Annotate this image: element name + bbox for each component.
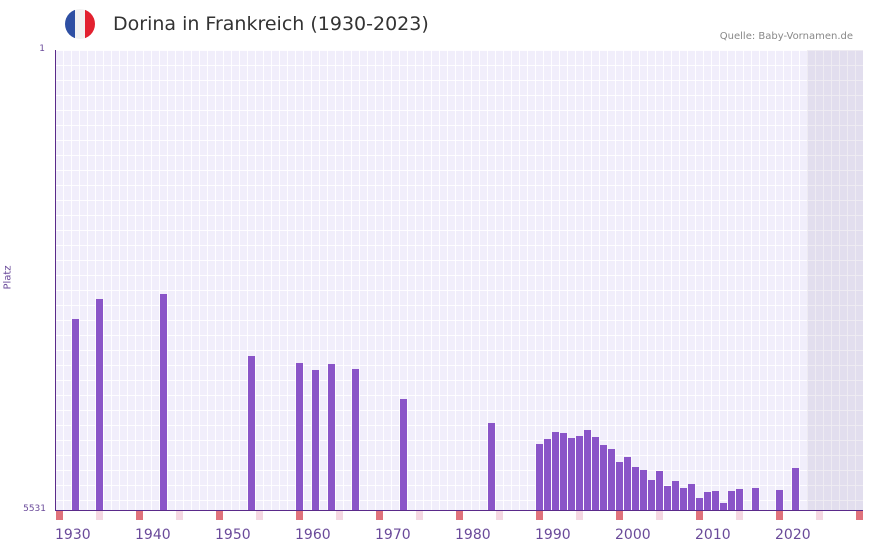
x-tick-2010: 2010 (695, 527, 731, 543)
year-marker (456, 511, 463, 520)
year-marker (376, 511, 383, 520)
bar-1943[interactable] (160, 294, 167, 510)
bar-2005[interactable] (656, 471, 663, 510)
x-tick-1950: 1950 (215, 527, 251, 543)
bar-2012[interactable] (712, 491, 719, 510)
year-marker (176, 511, 183, 520)
bar-2009[interactable] (688, 484, 695, 510)
year-marker (776, 511, 783, 520)
bar-2011[interactable] (704, 492, 711, 510)
year-marker (536, 511, 543, 520)
y-axis-title: Platz (2, 265, 14, 290)
bar-2000[interactable] (616, 462, 623, 510)
year-marker (336, 511, 343, 520)
bar-2013[interactable] (720, 503, 727, 510)
bar-1935[interactable] (96, 299, 103, 510)
plot-area (55, 50, 863, 510)
x-axis (55, 510, 863, 511)
bar-2008[interactable] (680, 488, 687, 510)
bar-1995[interactable] (576, 436, 583, 510)
bar-1994[interactable] (568, 438, 575, 510)
x-tick-1970: 1970 (375, 527, 411, 543)
year-marker (136, 511, 143, 520)
bar-1973[interactable] (400, 399, 407, 510)
y-tick-top: 1 (39, 44, 45, 54)
y-tick-bottom: 5531 (23, 504, 46, 514)
x-tick-1960: 1960 (295, 527, 331, 543)
bar-1998[interactable] (600, 445, 607, 510)
year-marker (296, 511, 303, 520)
year-marker (56, 511, 63, 520)
x-tick-1990: 1990 (535, 527, 571, 543)
bar-2020[interactable] (776, 490, 783, 510)
bar-1993[interactable] (560, 433, 567, 510)
year-marker (736, 511, 743, 520)
bar-2004[interactable] (648, 480, 655, 510)
bar-1997[interactable] (592, 437, 599, 510)
bar-2014[interactable] (728, 491, 735, 510)
x-tick-2000: 2000 (615, 527, 651, 543)
bar-1984[interactable] (488, 423, 495, 510)
year-marker (256, 511, 263, 520)
x-tick-1980: 1980 (455, 527, 491, 543)
bar-2002[interactable] (632, 467, 639, 510)
bar-1962[interactable] (312, 370, 319, 510)
bar-2015[interactable] (736, 489, 743, 510)
bar-1967[interactable] (352, 369, 359, 510)
bar-2001[interactable] (624, 457, 631, 510)
x-tick-1930: 1930 (55, 527, 91, 543)
chart-title: Dorina in Frankreich (1930-2023) (113, 13, 429, 35)
bar-2006[interactable] (664, 486, 671, 510)
year-marker (616, 511, 623, 520)
bar-2022[interactable] (792, 468, 799, 510)
bar-1991[interactable] (544, 439, 551, 510)
bar-1954[interactable] (248, 356, 255, 510)
source-label: Quelle: Baby-Vornamen.de (719, 31, 853, 42)
bar-2003[interactable] (640, 470, 647, 510)
bar-2010[interactable] (696, 498, 703, 510)
bar-2017[interactable] (752, 488, 759, 510)
year-marker (856, 511, 863, 520)
bar-1932[interactable] (72, 319, 79, 510)
bar-1992[interactable] (552, 432, 559, 510)
bar-1964[interactable] (328, 364, 335, 510)
year-marker (416, 511, 423, 520)
y-axis (55, 50, 56, 511)
year-marker (576, 511, 583, 520)
bar-1990[interactable] (536, 444, 543, 510)
year-marker (816, 511, 823, 520)
bar-2007[interactable] (672, 481, 679, 510)
year-marker (216, 511, 223, 520)
france-flag-icon (65, 9, 95, 39)
x-tick-2020: 2020 (775, 527, 811, 543)
year-marker (496, 511, 503, 520)
year-marker (96, 511, 103, 520)
future-region (807, 50, 863, 510)
bar-1999[interactable] (608, 449, 615, 510)
year-marker (696, 511, 703, 520)
bar-1996[interactable] (584, 430, 591, 510)
x-tick-1940: 1940 (135, 527, 171, 543)
bar-1960[interactable] (296, 363, 303, 510)
year-marker (656, 511, 663, 520)
